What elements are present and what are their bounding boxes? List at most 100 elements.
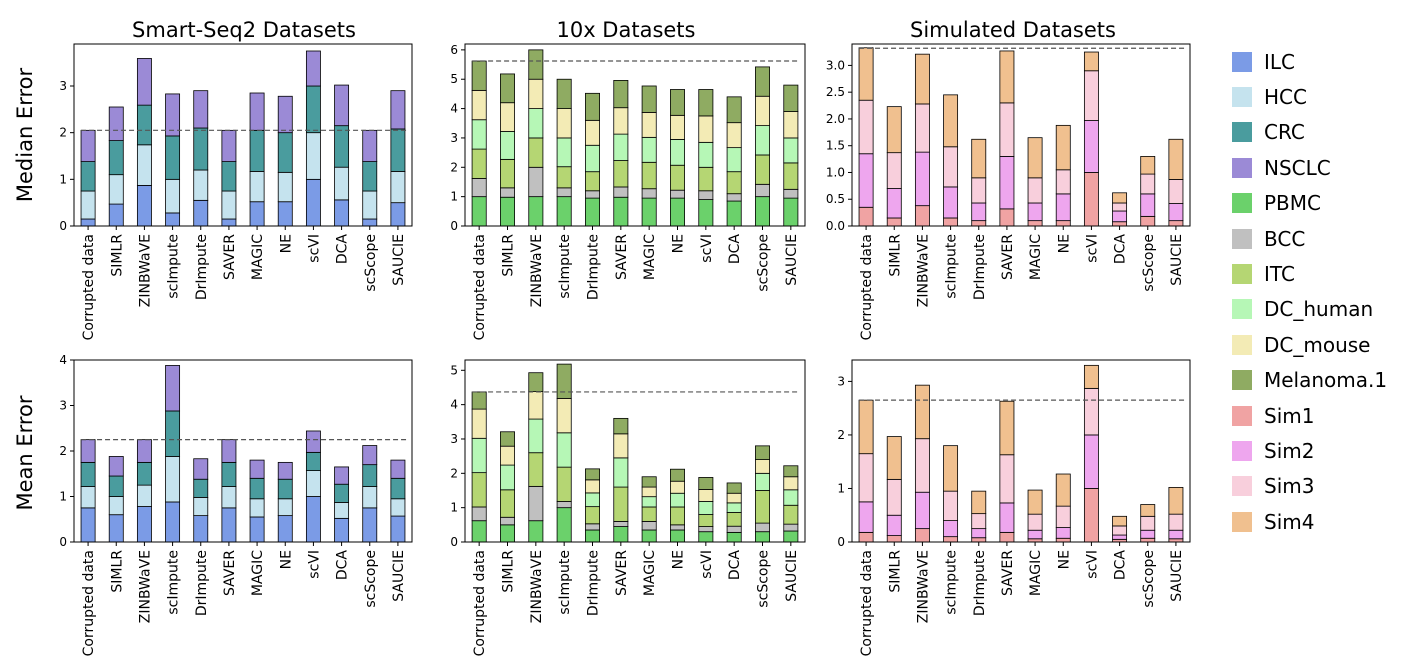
x-tick-label: DrImpute bbox=[972, 234, 988, 300]
bar-segment bbox=[390, 170, 406, 204]
x-tick-label: Corrupted data bbox=[472, 550, 488, 656]
bar-segment bbox=[471, 506, 487, 522]
y-tick-label: 4 bbox=[450, 102, 458, 116]
x-tick-label: ZINBWaVE bbox=[137, 234, 153, 307]
x-tick-label: ZINBWaVE bbox=[529, 550, 545, 623]
bar-segment bbox=[1140, 515, 1156, 531]
bar-segment bbox=[1055, 169, 1071, 195]
axes-frame bbox=[73, 359, 413, 543]
bar-segment bbox=[305, 430, 321, 453]
bar-segment bbox=[726, 492, 742, 504]
bar-segment bbox=[585, 144, 600, 173]
bar-segment bbox=[641, 506, 657, 522]
bar-segment bbox=[1112, 534, 1128, 540]
bar-segment bbox=[755, 472, 770, 491]
y-tick-label: 2 bbox=[450, 466, 458, 480]
axes-frame bbox=[464, 43, 806, 227]
bar-segment bbox=[1027, 529, 1043, 540]
x-tick-label: ZINBWaVE bbox=[137, 550, 153, 623]
legend-item: DC_human bbox=[1232, 292, 1412, 327]
bar-segment bbox=[726, 171, 742, 195]
x-tick-label: scImpute bbox=[944, 234, 960, 299]
bar-segment bbox=[221, 190, 237, 220]
legend-swatch bbox=[1232, 440, 1252, 461]
bar-segment bbox=[726, 200, 742, 227]
bar-segment bbox=[886, 535, 902, 543]
x-tick-label: scScope bbox=[363, 234, 379, 292]
bar-segment bbox=[999, 454, 1015, 504]
bar-segment bbox=[1140, 537, 1156, 543]
legend-swatch bbox=[1232, 51, 1252, 72]
bar-segment bbox=[556, 507, 572, 543]
bar-segment bbox=[698, 190, 714, 200]
x-tick-label: ZINBWaVE bbox=[915, 234, 931, 307]
bar-segment bbox=[528, 418, 544, 454]
x-tick-label: SAUCIE bbox=[784, 234, 800, 286]
bar-segment bbox=[193, 497, 209, 517]
bar-segment bbox=[698, 514, 714, 527]
legend-item: NSCLC bbox=[1232, 150, 1412, 185]
bar-segment bbox=[1083, 70, 1099, 121]
bar-segment bbox=[585, 479, 600, 494]
bar-segment bbox=[556, 137, 572, 168]
bar-segment bbox=[136, 58, 152, 106]
bar-segment bbox=[500, 158, 515, 189]
bar-segment bbox=[1027, 513, 1043, 531]
x-tick-label: ZINBWaVE bbox=[915, 550, 931, 623]
bar-segment bbox=[698, 141, 714, 168]
bar-segment bbox=[80, 507, 96, 543]
bar-segment bbox=[698, 477, 714, 490]
x-tick-label: scVI bbox=[1084, 234, 1100, 263]
bar-segment bbox=[528, 78, 544, 109]
bar-segment bbox=[1055, 537, 1071, 543]
x-tick-label: NE bbox=[1056, 550, 1072, 569]
bar-segment bbox=[1168, 179, 1184, 204]
x-tick-label: SIMLR bbox=[887, 234, 903, 277]
x-tick-label: scScope bbox=[1141, 550, 1157, 608]
bar-segment bbox=[613, 526, 629, 543]
legend-swatch bbox=[1232, 228, 1252, 249]
bar-segment bbox=[698, 199, 714, 227]
bar-segment bbox=[390, 202, 406, 227]
legend-label: ITC bbox=[1264, 262, 1295, 287]
bar-segment bbox=[585, 529, 600, 543]
bar-segment bbox=[334, 466, 350, 485]
col-title-10x: 10x Datasets bbox=[556, 18, 695, 42]
bar-segment bbox=[334, 166, 350, 201]
bar-segment bbox=[641, 197, 657, 227]
bar-segment bbox=[528, 137, 544, 168]
bar-segment bbox=[1083, 172, 1099, 227]
bar-segment bbox=[1140, 529, 1156, 539]
bar-segment bbox=[999, 208, 1015, 227]
col-title-smartseq2: Smart-Seq2 Datasets bbox=[132, 18, 356, 42]
y-tick-label: 5 bbox=[450, 363, 458, 377]
x-tick-label: DrImpute bbox=[194, 234, 210, 300]
bar-segment bbox=[528, 49, 544, 80]
y-tick-label: 0 bbox=[837, 535, 845, 549]
x-tick-label: SAVER bbox=[222, 234, 238, 280]
x-tick-label: MAGIC bbox=[250, 550, 266, 596]
bar-segment bbox=[500, 73, 515, 104]
bar-segment bbox=[1112, 221, 1128, 227]
bar-segment bbox=[165, 365, 181, 412]
x-tick-label: MAGIC bbox=[1028, 234, 1044, 280]
legend-label: DC_mouse bbox=[1264, 332, 1371, 357]
x-tick-label: Corrupted data bbox=[859, 550, 875, 656]
bar-segment bbox=[500, 516, 515, 526]
x-tick-label: scScope bbox=[756, 234, 772, 292]
bar-segment bbox=[80, 129, 96, 163]
x-tick-label: SAVER bbox=[1000, 234, 1016, 280]
legend-item: Sim1 bbox=[1232, 398, 1412, 433]
bar-segment bbox=[528, 166, 544, 198]
bar-segment bbox=[698, 489, 714, 502]
bar-segment bbox=[362, 464, 378, 487]
axes-frame bbox=[464, 359, 806, 543]
bar-segment bbox=[971, 513, 987, 530]
bar-segment bbox=[500, 489, 515, 518]
x-tick-label: DrImpute bbox=[586, 550, 602, 616]
legend-swatch bbox=[1232, 299, 1252, 320]
x-tick-label: DCA bbox=[1113, 234, 1129, 265]
bar-segment bbox=[1083, 488, 1099, 543]
bar-segment bbox=[249, 459, 265, 479]
bar-segment bbox=[108, 174, 124, 205]
